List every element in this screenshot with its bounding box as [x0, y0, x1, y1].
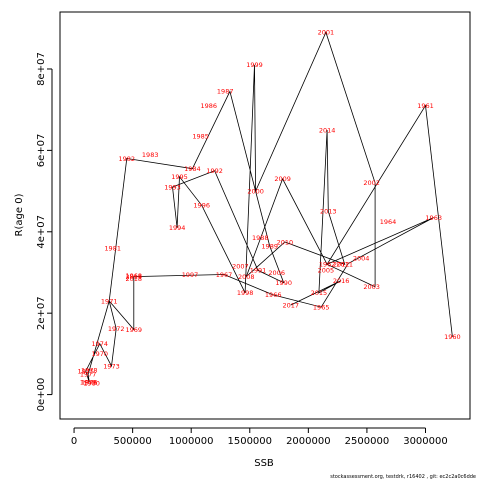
point-label-2015: 2015: [311, 289, 328, 297]
point-label-1986: 1986: [201, 102, 218, 110]
point-label-1967: 1967: [216, 271, 233, 279]
point-label-2014: 2014: [319, 126, 336, 134]
point-label-2005: 2005: [318, 267, 335, 275]
y-tick-label: 6e+07: [36, 134, 47, 168]
point-label-1980: 1980: [83, 380, 100, 388]
point-label-1981: 1981: [104, 244, 121, 252]
point-label-1968: 1968: [126, 272, 143, 280]
y-tick-label: 0e+00: [36, 378, 47, 412]
point-label-1983: 1983: [142, 151, 159, 159]
point-label-2008: 2008: [238, 273, 255, 281]
x-tick-label: 1000000: [169, 436, 214, 447]
point-label-layer: 1960 1961 1962 1963 1964 1965 1966 1967 1969 1970…: [78, 29, 461, 388]
point-label-2013: 2013: [320, 208, 337, 216]
point-label-2019: 2019: [126, 273, 143, 281]
y-axis-label: R(age 0): [14, 193, 25, 236]
x-tick-label: 2000000: [286, 436, 331, 447]
point-label-1966: 1966: [265, 291, 282, 299]
x-tick-label: 2500000: [345, 436, 390, 447]
point-label-2004: 2004: [353, 255, 370, 263]
point-label-1961: 1961: [417, 102, 434, 110]
point-label-1996: 1996: [193, 202, 210, 210]
point-label-1969: 1969: [126, 326, 143, 334]
point-label-1988: 1988: [252, 234, 269, 242]
y-tick-label: 2e+07: [36, 296, 47, 330]
point-label-1989: 1989: [261, 242, 278, 250]
point-label-1991: 1991: [250, 267, 267, 275]
point-label-1994: 1994: [169, 224, 186, 232]
point-label-1999: 1999: [246, 61, 263, 69]
x-tick-label: 0: [71, 436, 77, 447]
point-label-1990: 1990: [275, 279, 292, 287]
x-tick-label: 500000: [114, 436, 152, 447]
point-label-1979: 1979: [80, 379, 97, 387]
point-label-1973: 1973: [103, 362, 120, 370]
point-label-2006: 2006: [268, 269, 285, 277]
point-label-1974: 1974: [92, 340, 109, 348]
point-label-1975: 1975: [78, 367, 95, 375]
point-label-1964: 1964: [380, 218, 397, 226]
y-tick-label: 8e+07: [36, 52, 47, 86]
point-label-2002: 2002: [363, 179, 380, 187]
x-tick-label: 1500000: [227, 436, 272, 447]
point-label-2017: 2017: [283, 301, 300, 309]
point-label-2018: 2018: [126, 275, 143, 283]
point-label-2016: 2016: [333, 277, 350, 285]
trajectory-line: [85, 31, 453, 383]
point-label-2010: 2010: [277, 238, 294, 246]
point-label-2011: 2011: [336, 261, 353, 269]
x-axis-label: SSB: [254, 458, 274, 469]
point-label-1997: 1997: [182, 271, 199, 279]
y-tick-label: 4e+07: [36, 215, 47, 249]
point-label-2003: 2003: [363, 283, 380, 291]
point-label-2001: 2001: [318, 29, 335, 37]
point-label-2012: 2012: [333, 261, 350, 269]
point-label-1976: 1976: [81, 379, 98, 387]
point-label-1960: 1960: [444, 333, 461, 341]
point-label-2007: 2007: [232, 263, 249, 271]
trajectory-layer: [85, 31, 453, 383]
footer-credit: stockassessment.org, testdrk, r16402 , g…: [330, 474, 476, 480]
point-label-1970: 1970: [92, 350, 109, 358]
point-label-1962: 1962: [319, 261, 336, 269]
point-label-1977: 1977: [80, 371, 97, 379]
point-label-1985: 1985: [192, 132, 209, 140]
point-label-1998: 1998: [237, 289, 254, 297]
point-label-1995: 1995: [171, 173, 188, 181]
y-axis: 0e+00 2e+07 4e+07 6e+07 8e+07: [36, 52, 53, 412]
x-axis: 0 500000 1000000 1500000 2000000 2500000 30000…: [71, 427, 448, 447]
point-label-1971: 1971: [101, 297, 118, 305]
point-label-1963: 1963: [425, 214, 442, 222]
point-label-1993: 1993: [164, 183, 181, 191]
point-label-2009: 2009: [274, 175, 291, 183]
point-label-1984: 1984: [184, 165, 201, 173]
x-tick-label: 3000000: [403, 436, 448, 447]
point-label-1978: 1978: [81, 367, 98, 375]
point-label-1987: 1987: [217, 88, 234, 96]
point-label-1982: 1982: [119, 155, 136, 163]
point-label-2000: 2000: [247, 187, 264, 195]
point-label-1965: 1965: [313, 303, 330, 311]
plot-frame: [59, 11, 471, 420]
point-label-1972: 1972: [108, 325, 125, 333]
point-label-1992: 1992: [206, 167, 223, 175]
